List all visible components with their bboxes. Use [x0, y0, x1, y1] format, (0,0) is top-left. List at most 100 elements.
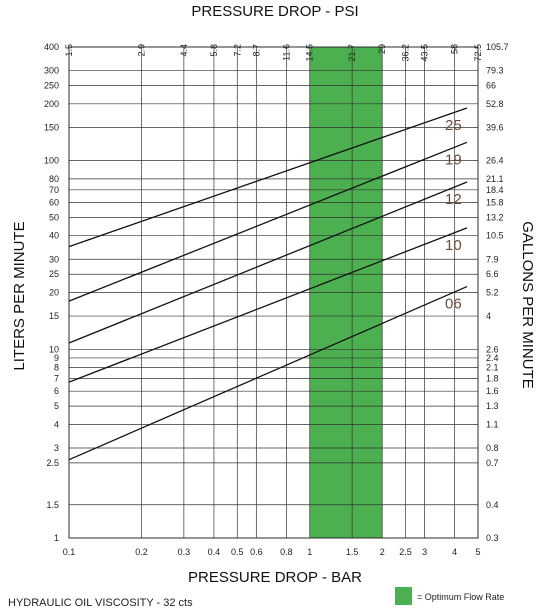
y-tick-label: 2.5	[46, 458, 59, 468]
y-right-tick-label: 5.2	[486, 288, 499, 298]
x-tick-label: 4	[452, 547, 457, 557]
y-tick-label: 100	[44, 156, 59, 166]
x-top-tick-label: 58	[450, 44, 460, 54]
y-tick-label: 7	[54, 374, 59, 384]
y-tick-label: 250	[44, 81, 59, 91]
grid-layer	[68, 46, 479, 539]
legend-swatch	[395, 587, 412, 605]
y-tick-label: 60	[49, 197, 59, 207]
x-tick-label: 0.1	[63, 547, 76, 557]
y-tick-label: 1.5	[46, 500, 59, 510]
y-tick-label: 1	[54, 533, 59, 543]
y-tick-label: 4	[54, 419, 59, 429]
y-tick-label: 200	[44, 99, 59, 109]
y-tick-label: 25	[49, 269, 59, 279]
series-label-12: 12	[445, 191, 462, 208]
series-label-25: 25	[445, 117, 462, 134]
y-tick-label: 5	[54, 401, 59, 411]
x-tick-label: 2	[380, 547, 385, 557]
y-right-tick-label: 1.3	[486, 401, 499, 411]
y-tick-label: 300	[44, 66, 59, 76]
top-axis-title: PRESSURE DROP - PSI	[191, 3, 358, 20]
series-line-25	[68, 107, 468, 248]
y-tick-label: 9	[54, 353, 59, 363]
series-layer: 25 19 12 10 06	[68, 107, 468, 461]
y-right-tick-label: 0.3	[486, 533, 499, 543]
y-right-tick-label: 39.6	[486, 122, 504, 132]
series-label-10: 10	[445, 237, 462, 254]
x-tick-label: 1.5	[346, 547, 359, 557]
y-tick-label: 8	[54, 363, 59, 373]
y-right-tick-label: 52.8	[486, 99, 504, 109]
x-top-tick-label: 8.7	[251, 44, 261, 57]
y-tick-label: 400	[44, 42, 59, 52]
x-tick-label: 3	[422, 547, 427, 557]
y-right-tick-label: 0.7	[486, 458, 499, 468]
x-tick-label: 0.4	[208, 547, 221, 557]
y-right-tick-label: 66	[486, 81, 496, 91]
y-right-tick-label: 7.9	[486, 254, 499, 264]
y-right-tick-label: 6.6	[486, 269, 499, 279]
y-tick-label: 20	[49, 288, 59, 298]
tick-layer: 0.1 0.2 0.3 0.4 0.5 0.6 0.8 1 1.5 2 2.5 3 4 5 1.5 2.9 4.…	[44, 42, 509, 557]
x-tick-label: 0.6	[250, 547, 263, 557]
y-tick-label: 10	[49, 344, 59, 354]
y-tick-label: 40	[49, 231, 59, 241]
y-right-tick-label: 18.4	[486, 185, 504, 195]
y-right-tick-label: 2.6	[486, 344, 499, 354]
y-right-tick-label: 79.3	[486, 66, 504, 76]
y-right-tick-label: 15.8	[486, 197, 504, 207]
y-right-tick-label: 1.6	[486, 386, 499, 396]
right-axis-title: GALLONS PER MINUTE	[519, 221, 536, 389]
y-right-tick-label: 26.4	[486, 156, 504, 166]
y-tick-label: 80	[49, 174, 59, 184]
y-tick-label: 50	[49, 212, 59, 222]
y-right-tick-label: 105.7	[486, 42, 509, 52]
x-top-tick-label: 14.5	[305, 44, 315, 62]
x-top-tick-label: 4.4	[179, 44, 189, 57]
x-tick-label: 0.2	[135, 547, 148, 557]
left-axis-title: LITERS PER MINUTE	[11, 221, 28, 370]
legend-label: = Optimum Flow Rate	[417, 592, 504, 602]
x-top-tick-label: 1.5	[64, 44, 74, 57]
x-tick-label: 0.5	[231, 547, 244, 557]
x-top-tick-label: 36.2	[401, 44, 411, 62]
y-right-tick-label: 13.2	[486, 212, 504, 222]
y-right-tick-label: 2.1	[486, 363, 499, 373]
x-tick-label: 0.8	[280, 547, 293, 557]
series-line-19	[68, 141, 468, 302]
x-top-tick-label: 72.5	[473, 44, 483, 62]
series-line-12	[68, 181, 468, 344]
y-right-tick-label: 1.8	[486, 374, 499, 384]
y-tick-label: 6	[54, 386, 59, 396]
y-right-tick-label: 0.8	[486, 443, 499, 453]
viscosity-note: HYDRAULIC OIL VISCOSITY - 32 cts	[8, 597, 193, 609]
y-right-tick-label: 1.1	[486, 419, 499, 429]
x-top-tick-label: 7.2	[232, 44, 242, 57]
x-top-tick-label: 43.5	[420, 44, 430, 62]
x-axis-title: PRESSURE DROP - BAR	[188, 569, 362, 586]
y-tick-label: 3	[54, 443, 59, 453]
x-top-tick-label: 5.8	[209, 44, 219, 57]
series-label-06: 06	[445, 296, 462, 313]
x-tick-label: 5	[475, 547, 480, 557]
x-tick-label: 0.3	[178, 547, 191, 557]
y-right-tick-label: 21.1	[486, 174, 504, 184]
x-top-tick-label: 2.9	[136, 44, 146, 57]
x-tick-label: 2.5	[399, 547, 412, 557]
series-line-06	[68, 285, 468, 461]
series-line-10	[68, 227, 468, 383]
y-right-tick-label: 0.4	[486, 500, 499, 510]
x-top-tick-label: 29	[377, 44, 387, 54]
y-right-tick-label: 2.4	[486, 353, 499, 363]
series-label-19: 19	[445, 151, 462, 168]
y-right-tick-label: 4	[486, 311, 491, 321]
y-tick-label: 150	[44, 122, 59, 132]
x-top-tick-label: 21.7	[347, 44, 357, 62]
y-tick-label: 70	[49, 185, 59, 195]
y-tick-label: 30	[49, 254, 59, 264]
y-right-tick-label: 10.5	[486, 231, 504, 241]
y-tick-label: 15	[49, 311, 59, 321]
x-tick-label: 1	[307, 547, 312, 557]
